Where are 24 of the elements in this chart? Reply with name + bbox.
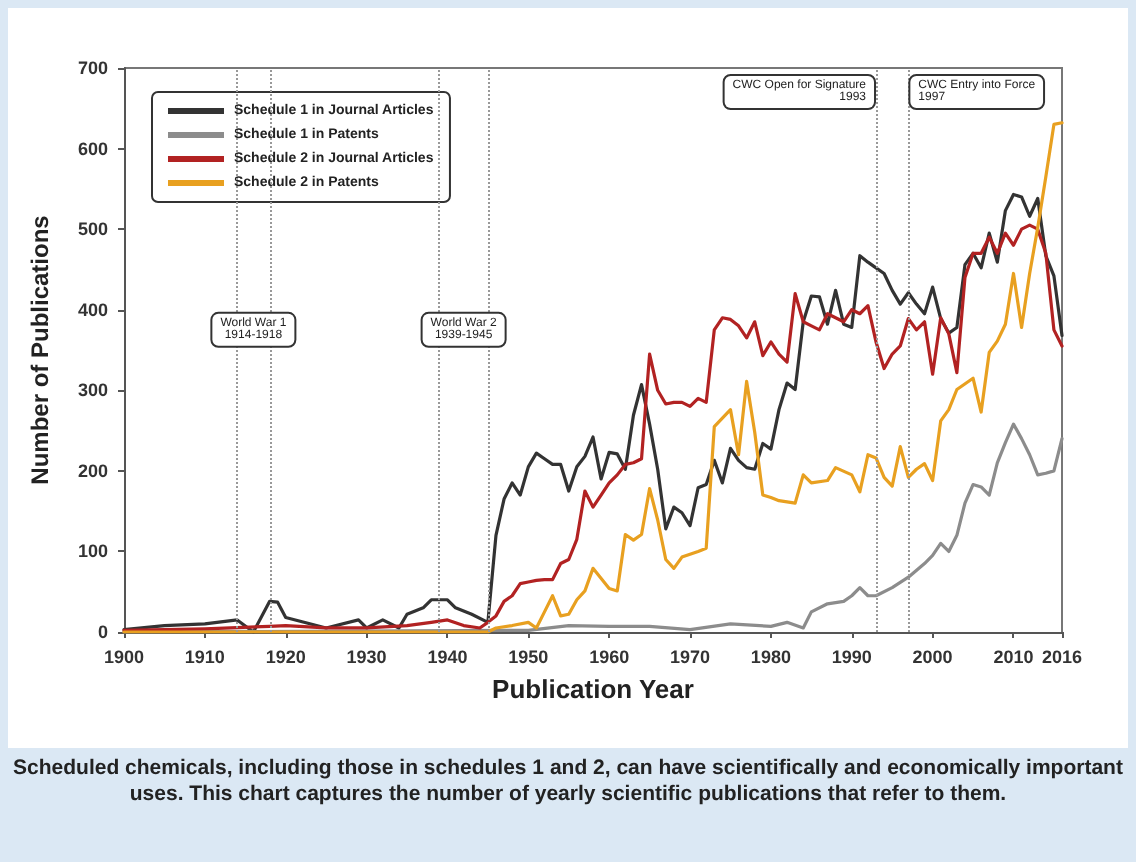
- x-tick-label: 1910: [184, 647, 225, 667]
- x-tick-label: 2016: [1041, 647, 1083, 667]
- y-tick-label: 700: [77, 58, 108, 78]
- x-tick-label: 1980: [750, 647, 791, 667]
- x-tick-label: 2010: [993, 647, 1034, 667]
- y-tick-label: 500: [77, 219, 108, 240]
- y-tick-label: 200: [77, 460, 108, 481]
- x-tick-label: 2000: [912, 647, 953, 667]
- x-tick-label: 1940: [427, 647, 468, 667]
- x-tick-label: 1950: [508, 647, 549, 667]
- x-tick-label: 1970: [670, 647, 711, 667]
- y-tick-label: 0: [97, 622, 108, 642]
- x-tick-label: 1920: [265, 647, 306, 667]
- y-tick-label: 400: [77, 299, 108, 320]
- x-tick-label: 1930: [346, 647, 387, 667]
- x-tick-label: 1900: [103, 647, 145, 667]
- text: Scheduled chemicals, including those in schedules 1 and 2, can have scientifically and economically important uses. This chart captures the number of yearly scientific publications that refer to them.: [11, 756, 1125, 808]
- x-tick-label: 1960: [589, 647, 630, 667]
- x-axis-title: Publication Year: [492, 674, 694, 704]
- x-tick-label: 1990: [831, 647, 872, 667]
- y-axis-title: Number of Publications: [26, 214, 54, 485]
- y-tick-label: 300: [77, 380, 108, 401]
- y-tick-label: 600: [77, 138, 108, 159]
- y-tick-label: 100: [77, 541, 108, 562]
